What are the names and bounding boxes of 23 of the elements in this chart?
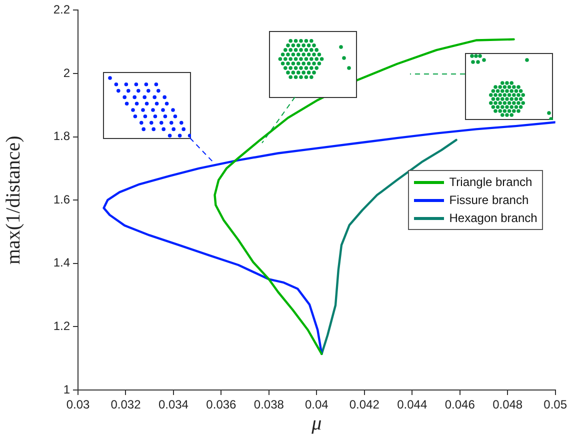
x-tick-label: 0.034	[158, 398, 189, 412]
x-axis-title: μ	[310, 412, 322, 434]
y-tick-label: 2.2	[53, 2, 70, 17]
x-tick-label: 0.046	[444, 398, 476, 412]
x-tick-label: 0.042	[349, 398, 380, 412]
y-tick-label: 1.2	[53, 319, 70, 334]
x-tick-label: 0.032	[110, 398, 142, 412]
y-tick-label: 1.4	[53, 256, 70, 270]
x-tick-label: 0.048	[492, 398, 523, 412]
x-tick-label: 0.03	[66, 398, 90, 412]
legend-label: Hexagon branch	[449, 211, 538, 226]
x-tick-label: 0.038	[254, 398, 284, 412]
y-tick-label: 2	[63, 66, 70, 80]
y-tick-label: 1.6	[53, 192, 70, 206]
y-tick-label: 1	[63, 382, 70, 396]
legend-label: Triangle branch	[449, 175, 532, 190]
legend-label: Fissure branch	[449, 193, 529, 208]
x-tick-label: 0.036	[206, 398, 237, 412]
x-tick-label: 0.044	[397, 398, 428, 412]
y-tick-label: 1.8	[53, 129, 70, 144]
y-axis-title: max(1/distance)	[2, 136, 24, 265]
x-tick-label: 0.05	[544, 398, 568, 412]
x-tick-label: 0.04	[304, 398, 329, 412]
